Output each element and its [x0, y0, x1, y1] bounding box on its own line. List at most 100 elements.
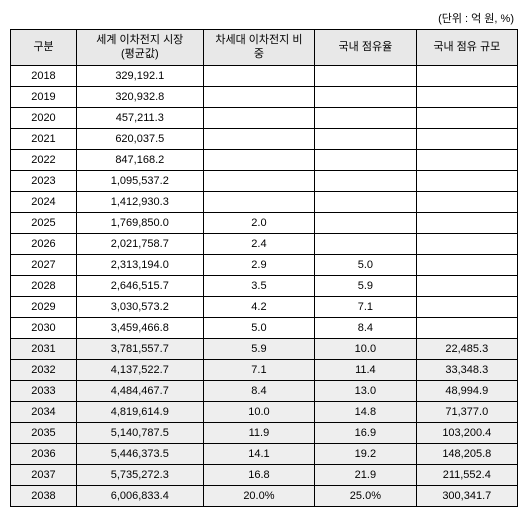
cell-year: 2026	[11, 233, 77, 254]
cell-share	[315, 149, 416, 170]
cell-scale	[416, 212, 517, 233]
cell-year: 2020	[11, 107, 77, 128]
cell-ratio	[203, 191, 315, 212]
cell-ratio: 7.1	[203, 359, 315, 380]
table-row: 2022847,168.2	[11, 149, 518, 170]
cell-year: 2021	[11, 128, 77, 149]
cell-scale: 103,200.4	[416, 422, 517, 443]
cell-year: 2035	[11, 422, 77, 443]
cell-share	[315, 191, 416, 212]
table-row: 20272,313,194.02.95.0	[11, 254, 518, 275]
unit-label: (단위 : 억 원, %)	[10, 10, 518, 26]
cell-year: 2031	[11, 338, 77, 359]
table-body: 2018329,192.12019320,932.82020457,211.32…	[11, 65, 518, 506]
cell-scale: 48,994.9	[416, 380, 517, 401]
cell-share: 8.4	[315, 317, 416, 338]
cell-scale	[416, 317, 517, 338]
cell-market: 2,021,758.7	[76, 233, 203, 254]
cell-share: 14.8	[315, 401, 416, 422]
cell-scale	[416, 170, 517, 191]
cell-share: 5.0	[315, 254, 416, 275]
cell-year: 2036	[11, 443, 77, 464]
cell-share: 5.9	[315, 275, 416, 296]
cell-share: 10.0	[315, 338, 416, 359]
cell-year: 2033	[11, 380, 77, 401]
cell-market: 3,781,557.7	[76, 338, 203, 359]
cell-share: 19.2	[315, 443, 416, 464]
cell-ratio	[203, 170, 315, 191]
cell-ratio: 2.9	[203, 254, 315, 275]
cell-year: 2032	[11, 359, 77, 380]
cell-market: 4,137,522.7	[76, 359, 203, 380]
cell-ratio: 14.1	[203, 443, 315, 464]
table-row: 2019320,932.8	[11, 86, 518, 107]
cell-share	[315, 212, 416, 233]
cell-ratio: 20.0%	[203, 485, 315, 506]
cell-year: 2030	[11, 317, 77, 338]
table-row: 20293,030,573.24.27.1	[11, 296, 518, 317]
cell-year: 2029	[11, 296, 77, 317]
cell-market: 1,769,850.0	[76, 212, 203, 233]
cell-share: 25.0%	[315, 485, 416, 506]
table-row: 2021620,037.5	[11, 128, 518, 149]
cell-scale: 300,341.7	[416, 485, 517, 506]
cell-year: 2034	[11, 401, 77, 422]
cell-year: 2028	[11, 275, 77, 296]
header-scale: 국내 점유 규모	[416, 30, 517, 66]
header-ratio: 차세대 이차전지 비중	[203, 30, 315, 66]
table-row: 20344,819,614.910.014.871,377.0	[11, 401, 518, 422]
cell-scale: 33,348.3	[416, 359, 517, 380]
cell-market: 3,459,466.8	[76, 317, 203, 338]
cell-share: 7.1	[315, 296, 416, 317]
table-row: 20303,459,466.85.08.4	[11, 317, 518, 338]
cell-ratio: 4.2	[203, 296, 315, 317]
cell-share	[315, 233, 416, 254]
table-row: 20324,137,522.77.111.433,348.3	[11, 359, 518, 380]
cell-scale	[416, 254, 517, 275]
cell-ratio: 5.0	[203, 317, 315, 338]
cell-ratio: 10.0	[203, 401, 315, 422]
cell-scale: 148,205.8	[416, 443, 517, 464]
cell-year: 2027	[11, 254, 77, 275]
table-row: 20355,140,787.511.916.9103,200.4	[11, 422, 518, 443]
cell-market: 5,735,272.3	[76, 464, 203, 485]
cell-ratio: 5.9	[203, 338, 315, 359]
cell-market: 5,446,373.5	[76, 443, 203, 464]
cell-share: 13.0	[315, 380, 416, 401]
cell-scale	[416, 191, 517, 212]
cell-scale	[416, 296, 517, 317]
table-row: 2020457,211.3	[11, 107, 518, 128]
cell-ratio	[203, 128, 315, 149]
battery-market-table: 구분 세계 이차전지 시장(평균값) 차세대 이차전지 비중 국내 점유율 국내…	[10, 29, 518, 507]
table-row: 20386,006,833.420.0%25.0%300,341.7	[11, 485, 518, 506]
cell-year: 2018	[11, 65, 77, 86]
header-year: 구분	[11, 30, 77, 66]
cell-ratio: 2.0	[203, 212, 315, 233]
table-row: 20282,646,515.73.55.9	[11, 275, 518, 296]
cell-market: 5,140,787.5	[76, 422, 203, 443]
header-share: 국내 점유율	[315, 30, 416, 66]
cell-ratio: 3.5	[203, 275, 315, 296]
cell-market: 1,095,537.2	[76, 170, 203, 191]
cell-share	[315, 170, 416, 191]
cell-market: 457,211.3	[76, 107, 203, 128]
cell-ratio: 11.9	[203, 422, 315, 443]
cell-scale: 71,377.0	[416, 401, 517, 422]
cell-ratio: 8.4	[203, 380, 315, 401]
cell-share	[315, 65, 416, 86]
cell-scale	[416, 233, 517, 254]
cell-market: 847,168.2	[76, 149, 203, 170]
cell-share	[315, 107, 416, 128]
table-row: 2018329,192.1	[11, 65, 518, 86]
cell-ratio	[203, 149, 315, 170]
table-row: 20375,735,272.316.821.9211,552.4	[11, 464, 518, 485]
cell-scale	[416, 107, 517, 128]
table-row: 20262,021,758.72.4	[11, 233, 518, 254]
cell-year: 2024	[11, 191, 77, 212]
cell-scale: 22,485.3	[416, 338, 517, 359]
cell-year: 2019	[11, 86, 77, 107]
cell-ratio	[203, 86, 315, 107]
cell-ratio: 16.8	[203, 464, 315, 485]
cell-market: 620,037.5	[76, 128, 203, 149]
cell-year: 2037	[11, 464, 77, 485]
